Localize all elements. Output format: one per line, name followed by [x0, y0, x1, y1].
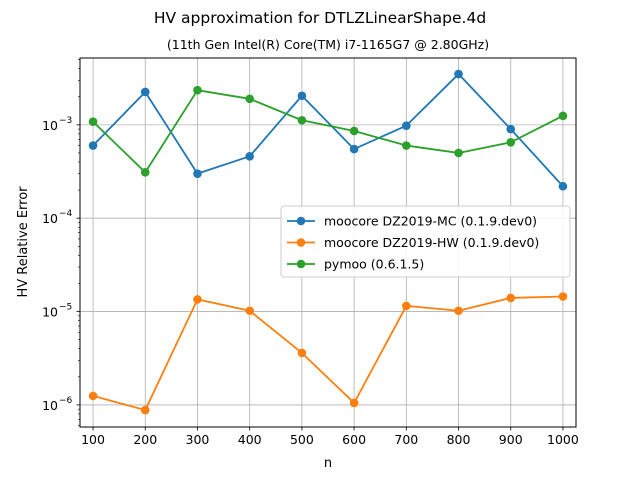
x-tick-label: 600 — [342, 432, 366, 447]
data-point — [193, 295, 202, 304]
series-3 — [88, 85, 568, 177]
x-tick-label: 300 — [186, 432, 210, 447]
data-point — [193, 85, 202, 95]
data-point — [558, 181, 568, 191]
axes-frame — [79, 57, 577, 428]
x-tick-label: 100 — [81, 432, 105, 447]
data-point — [558, 111, 568, 121]
x-tick-label: 200 — [133, 432, 157, 447]
x-axis-label: n — [324, 456, 332, 471]
series-line — [92, 295, 563, 412]
legend: moocore DZ2019-MC (0.1.9.dev0) moocore DZ… — [280, 205, 571, 278]
data-point — [558, 292, 568, 301]
x-tick-label: 1000 — [547, 432, 579, 447]
data-point — [245, 152, 254, 161]
data-point — [88, 117, 98, 127]
legend-marker — [296, 238, 306, 247]
legend-box — [280, 205, 571, 278]
data-point — [402, 121, 411, 130]
data-point — [140, 405, 150, 415]
y-axis-label: HV Relative Error — [16, 186, 31, 298]
data-point — [402, 141, 411, 150]
data-point — [402, 301, 411, 311]
y-tick-exponent: −5 — [59, 303, 72, 313]
y-tick-exponent: −4 — [59, 209, 73, 219]
y-tick-label: 10 — [42, 211, 58, 226]
data-point — [297, 115, 307, 125]
data-point — [349, 126, 359, 136]
data-point — [140, 168, 150, 177]
chart-subtitle: (11th Gen Intel(R) Core(TM) i7-1165G7 @ … — [167, 37, 489, 52]
series-2 — [88, 292, 568, 415]
data-point — [454, 69, 463, 79]
x-axis: 100 200 300 400 500 600 700 800 900 1000 — [81, 427, 579, 447]
legend-marker — [296, 259, 306, 269]
chart-title: HV approximation for DTLZLinearShape.4d — [154, 9, 486, 27]
series-1 — [88, 69, 568, 191]
y-axis: 10−610−510−410−3 — [42, 59, 80, 426]
data-point — [454, 306, 463, 316]
y-tick-label: 10 — [42, 398, 58, 413]
legend-marker — [296, 216, 306, 226]
y-tick-label: 10 — [42, 305, 58, 320]
data-point — [349, 398, 359, 408]
x-tick-label: 500 — [290, 432, 314, 447]
x-tick-label: 400 — [238, 432, 262, 447]
x-tick-label: 800 — [447, 432, 471, 447]
data-point — [349, 144, 359, 154]
data-point — [88, 391, 98, 401]
data-point — [506, 293, 516, 303]
data-point — [193, 169, 202, 178]
legend-label: moocore DZ2019-HW (0.1.9.dev0) — [324, 235, 539, 250]
y-tick-label: 10 — [42, 118, 58, 133]
legend-label: pymoo (0.6.1.5) — [324, 257, 424, 272]
series-layer — [88, 69, 568, 415]
y-tick-exponent: −6 — [59, 396, 73, 406]
y-tick-exponent: −3 — [59, 116, 72, 126]
legend-label: moocore DZ2019-MC (0.1.9.dev0) — [324, 214, 537, 229]
data-point — [140, 87, 150, 97]
data-point — [297, 91, 307, 101]
x-tick-label: 900 — [499, 432, 523, 447]
data-point — [88, 141, 98, 150]
data-point — [454, 148, 463, 158]
x-tick-label: 700 — [394, 432, 418, 447]
data-point — [245, 306, 254, 316]
series-line — [92, 89, 564, 174]
data-point — [506, 124, 516, 134]
data-point — [506, 138, 516, 147]
data-point — [245, 94, 254, 104]
data-point — [297, 348, 307, 358]
